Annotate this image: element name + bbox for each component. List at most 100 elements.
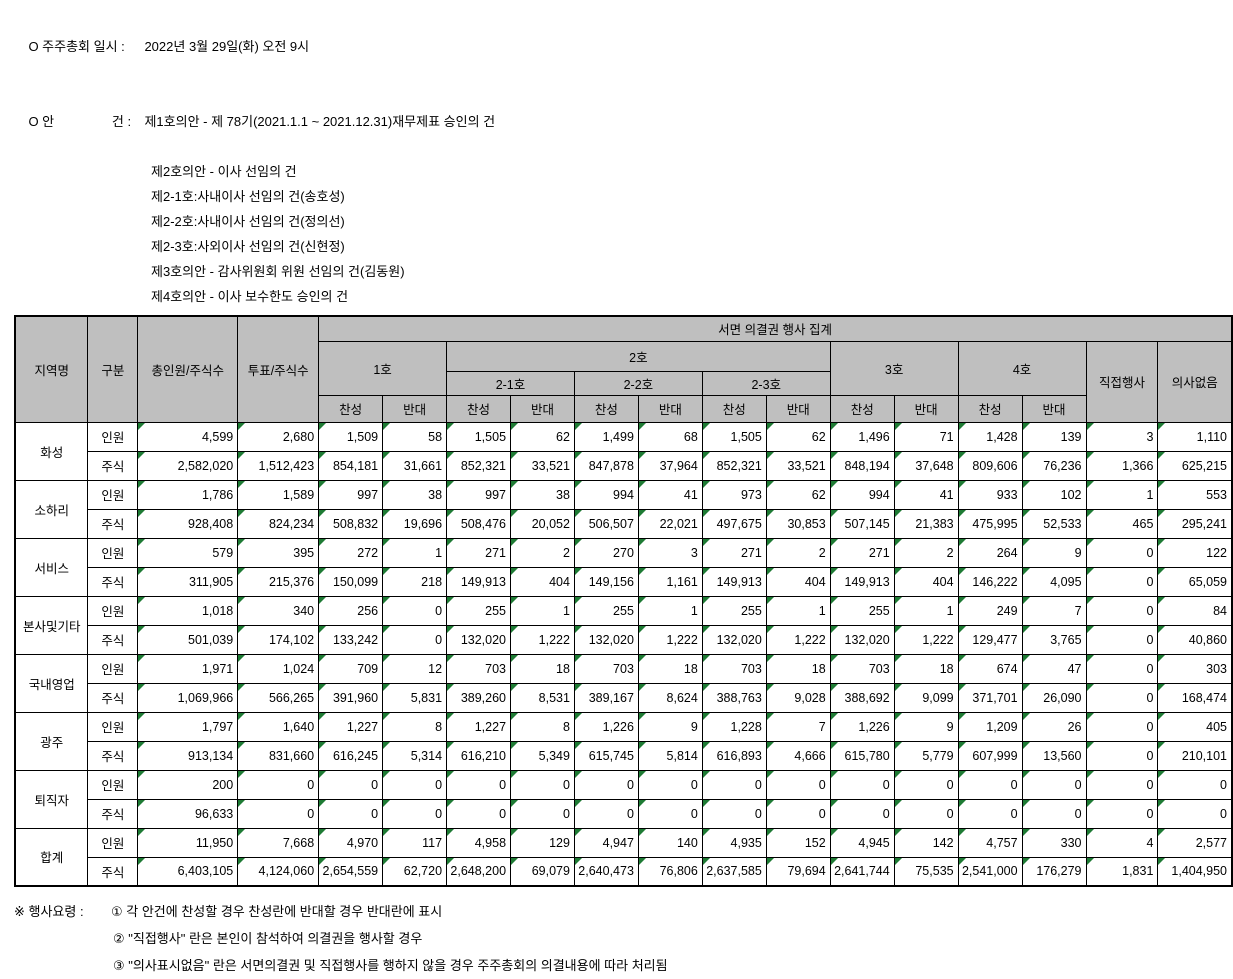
agenda-item: 제2호의안 - 이사 선임의 건	[151, 164, 297, 179]
value-cell: 4,958	[446, 827, 512, 858]
value-cell: 1,366	[1085, 450, 1159, 481]
value-cell: 994	[829, 479, 895, 510]
col-header-oppose: 반대	[1021, 394, 1087, 423]
row-type-cell: 인원	[87, 653, 139, 684]
value-cell: 1,227	[446, 711, 512, 742]
note-item: ③ "의사표시없음" 란은 서면의결권 및 직접행사를 행하지 않을 경우 주주…	[113, 958, 668, 973]
value-cell: 371,701	[957, 682, 1023, 713]
value-cell: 11,950	[137, 827, 239, 858]
value-cell: 395	[237, 537, 320, 568]
value-cell: 994	[573, 479, 639, 510]
value-cell: 58	[382, 421, 448, 452]
value-cell: 102	[1021, 479, 1087, 510]
col-header-oppose: 반대	[382, 394, 448, 423]
value-cell: 1,404,950	[1157, 856, 1233, 887]
value-cell: 1,226	[829, 711, 895, 742]
value-cell: 852,321	[446, 450, 512, 481]
col-header-item2-1: 2-1호	[446, 370, 575, 396]
value-cell: 553	[1157, 479, 1233, 510]
col-header-item2-2: 2-2호	[573, 370, 703, 396]
notes: ※ 행사요령 : ① 각 안건에 찬성할 경우 찬성란에 반대할 경우 반대란에 …	[14, 898, 1233, 979]
value-cell: 8	[510, 711, 575, 742]
value-cell: 2,641,744	[829, 856, 895, 887]
row-type-cell: 주식	[87, 450, 139, 481]
value-cell: 404	[765, 566, 831, 597]
value-cell: 1,222	[893, 624, 959, 655]
value-cell: 0	[446, 798, 512, 829]
value-cell: 2	[893, 537, 959, 568]
value-cell: 149,156	[573, 566, 639, 597]
col-header-oppose: 반대	[510, 394, 575, 423]
value-cell: 4,095	[1021, 566, 1087, 597]
value-cell: 0	[701, 769, 767, 800]
table-row: 주식 6,403,105 4,124,060 2,654,559 62,720 2,648…	[15, 856, 1233, 887]
row-type-cell: 주식	[87, 508, 139, 539]
col-header-direct: 직접행사	[1085, 340, 1159, 423]
value-cell: 0	[382, 624, 448, 655]
value-cell: 26,090	[1021, 682, 1087, 713]
col-header-item4: 4호	[957, 340, 1087, 396]
value-cell: 1	[893, 595, 959, 626]
value-cell: 4,599	[137, 421, 239, 452]
note-item: ② "직접행사" 란은 본인이 참석하여 의결권을 행사할 경우	[113, 931, 423, 946]
table-row: 주식 311,905 215,376 150,099 218 149,913 404 149,…	[15, 566, 1233, 597]
value-cell: 1,496	[829, 421, 895, 452]
voting-summary-table: 지역명 구분 총인원/주식수 투표/주식수 서면 의결권 행사 집계 1호 2호…	[14, 315, 1233, 887]
value-cell: 96,633	[137, 798, 239, 829]
value-cell: 0	[237, 798, 320, 829]
value-cell: 41	[637, 479, 703, 510]
value-cell: 2,582,020	[137, 450, 239, 481]
region-name-cell: 소하리	[14, 479, 89, 539]
value-cell: 132,020	[829, 624, 895, 655]
value-cell: 497,675	[701, 508, 767, 539]
value-cell: 607,999	[957, 740, 1023, 771]
value-cell: 0	[318, 769, 384, 800]
value-cell: 0	[573, 769, 639, 800]
col-header-item3: 3호	[829, 340, 959, 396]
row-type-cell: 주식	[87, 856, 139, 887]
value-cell: 26	[1021, 711, 1087, 742]
value-cell: 973	[701, 479, 767, 510]
value-cell: 152	[765, 827, 831, 858]
value-cell: 5,314	[382, 740, 448, 771]
value-cell: 0	[1085, 769, 1159, 800]
col-header-oppose: 반대	[893, 394, 959, 423]
value-cell: 506,507	[573, 508, 639, 539]
row-type-cell: 주식	[87, 624, 139, 655]
table-row: 주식 96,633 0 0 0 0 0 0 0 0 0 0 0 0 0 0 0	[15, 798, 1233, 829]
value-cell: 255	[701, 595, 767, 626]
value-cell: 150,099	[318, 566, 384, 597]
value-cell: 5,814	[637, 740, 703, 771]
value-cell: 22,021	[637, 508, 703, 539]
region-name-cell: 서비스	[14, 537, 89, 597]
value-cell: 1,222	[510, 624, 575, 655]
value-cell: 4,757	[957, 827, 1023, 858]
value-cell: 388,692	[829, 682, 895, 713]
value-cell: 3	[1085, 421, 1159, 452]
col-header-approve: 찬성	[957, 394, 1023, 423]
value-cell: 13,560	[1021, 740, 1087, 771]
value-cell: 404	[893, 566, 959, 597]
table-row: 본사및기타 인원 1,018 340 256 0 255 1 255 1 255 1 255 1 249 7 0…	[14, 595, 1233, 655]
value-cell: 507,145	[829, 508, 895, 539]
value-cell: 709	[318, 653, 384, 684]
value-cell: 2,680	[237, 421, 320, 452]
value-cell: 809,606	[957, 450, 1023, 481]
value-cell: 508,476	[446, 508, 512, 539]
value-cell: 475,995	[957, 508, 1023, 539]
value-cell: 913,134	[137, 740, 239, 771]
value-cell: 616,893	[701, 740, 767, 771]
value-cell: 4,945	[829, 827, 895, 858]
value-cell: 2	[510, 537, 575, 568]
value-cell: 616,245	[318, 740, 384, 771]
region-name-cell: 국내영업	[14, 653, 89, 713]
value-cell: 41	[893, 479, 959, 510]
table-body: 화성 인원 4,599 2,680 1,509 58 1,505 62 1,499 68 1,505…	[14, 421, 1233, 887]
value-cell: 38	[382, 479, 448, 510]
table-row: 합계 인원 11,950 7,668 4,970 117 4,958 129 4,947 140 4…	[14, 827, 1233, 887]
value-cell: 1,226	[573, 711, 639, 742]
value-cell: 84	[1157, 595, 1233, 626]
value-cell: 703	[829, 653, 895, 684]
value-cell: 8,624	[637, 682, 703, 713]
value-cell: 18	[893, 653, 959, 684]
